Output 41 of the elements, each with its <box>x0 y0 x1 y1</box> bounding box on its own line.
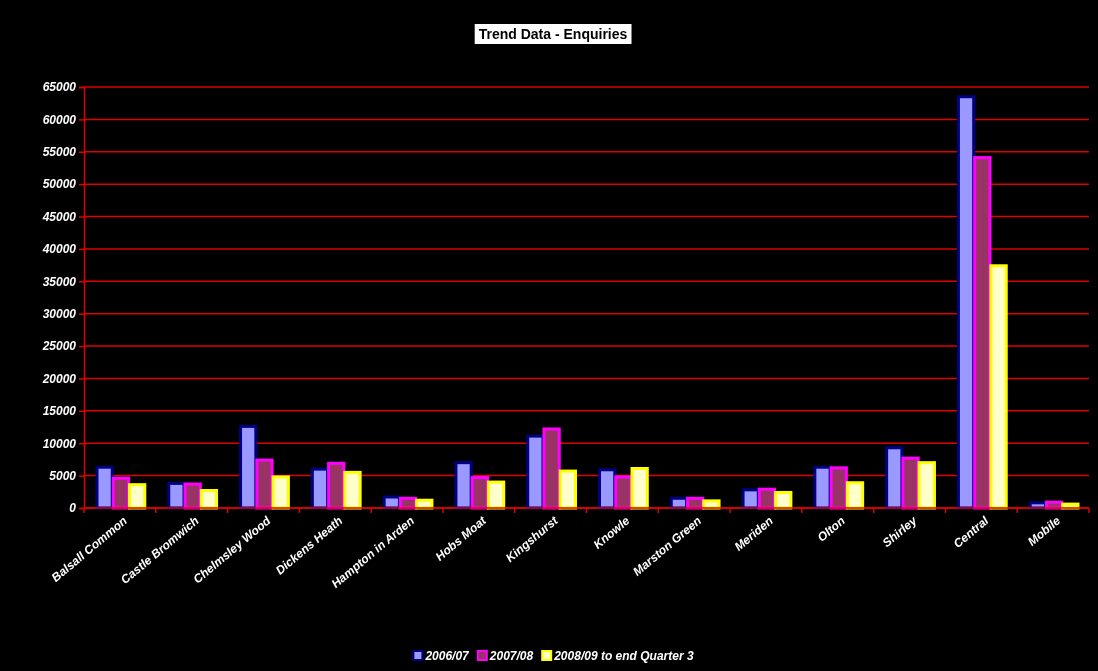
y-tick-label: 10000 <box>42 436 77 451</box>
bar <box>774 490 793 510</box>
y-tick-label: 35000 <box>42 274 77 289</box>
bar <box>199 489 219 510</box>
legend-label: 2008/09 to end Quarter 3 <box>553 649 694 663</box>
bar <box>558 469 578 510</box>
bar <box>128 483 147 510</box>
y-tick-label: 40000 <box>41 242 77 257</box>
bar <box>614 475 633 510</box>
bar <box>454 461 473 510</box>
bar <box>989 264 1008 510</box>
y-tick-label: 65000 <box>42 80 77 95</box>
legend-label: 2006/07 <box>424 649 471 663</box>
bar <box>343 470 362 510</box>
bar <box>973 156 992 510</box>
chart-title: Trend Data - Enquiries <box>478 26 628 42</box>
y-tick-label: 55000 <box>42 145 77 160</box>
y-tick-label: 30000 <box>42 307 77 322</box>
y-tick-label: 50000 <box>42 177 77 192</box>
y-tick-label: 15000 <box>42 404 77 419</box>
y-tick-label: 20000 <box>41 371 77 386</box>
y-tick-label: 25000 <box>41 339 77 354</box>
bar <box>95 465 114 510</box>
y-tick-label: 60000 <box>42 112 77 127</box>
bar <box>917 461 936 510</box>
bar <box>542 427 561 510</box>
bar <box>486 480 506 510</box>
bar <box>813 465 832 510</box>
legend-label: 2007/08 <box>488 649 534 663</box>
bar <box>901 456 920 510</box>
y-tick-label: 45000 <box>41 209 77 224</box>
bar <box>845 481 865 510</box>
bar <box>271 475 290 510</box>
bar <box>630 466 649 510</box>
bar <box>702 499 721 510</box>
bar <box>829 466 848 510</box>
bar <box>239 424 258 510</box>
bar <box>255 458 274 510</box>
y-tick-label: 0 <box>69 501 77 516</box>
y-tick-label: 5000 <box>49 468 77 483</box>
bar <box>167 481 186 510</box>
